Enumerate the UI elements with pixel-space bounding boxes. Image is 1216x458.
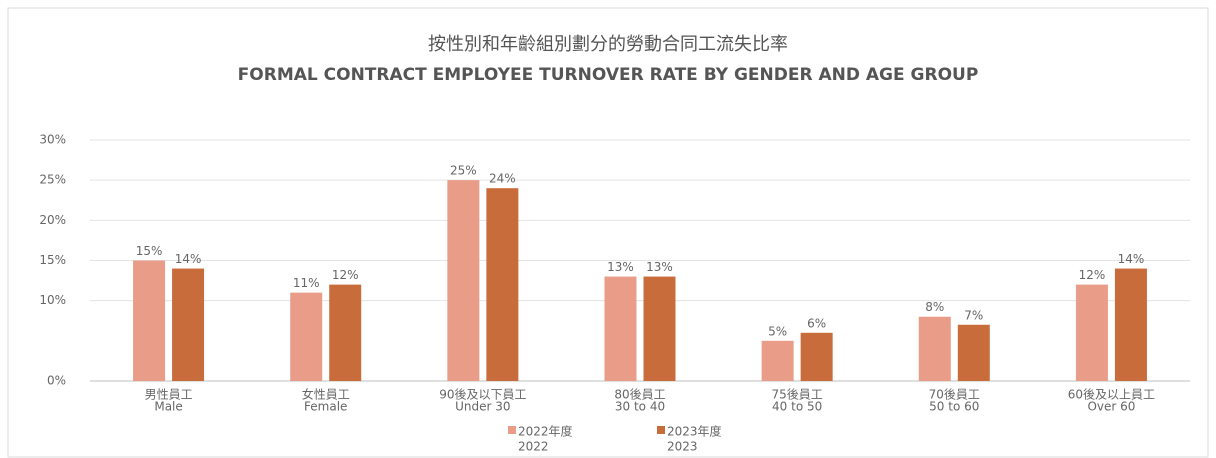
- value-label: 25%: [450, 164, 477, 178]
- bar: [447, 180, 480, 381]
- x-tick-label: 70後員工: [929, 388, 980, 402]
- x-tick-label: 男性員工: [145, 388, 193, 402]
- x-tick-label: 女性員工: [302, 387, 350, 402]
- legend-swatch: [657, 426, 665, 434]
- bar: [1075, 284, 1108, 381]
- legend-swatch: [508, 426, 516, 434]
- bar: [800, 332, 833, 381]
- bar: [329, 284, 362, 381]
- value-label: 8%: [925, 300, 944, 314]
- value-label: 14%: [1118, 252, 1145, 266]
- bar: [957, 324, 990, 381]
- x-tick-label: Over 60: [1087, 400, 1135, 414]
- x-tick-label: 30 to 40: [615, 400, 665, 414]
- x-tick-label: Female: [304, 400, 347, 414]
- value-label: 15%: [136, 244, 163, 258]
- y-tick-label: 0%: [47, 374, 66, 388]
- x-tick-label: 90後及以下員工: [439, 388, 526, 402]
- x-tick-label: 60後及以上員工: [1068, 388, 1155, 402]
- legend-label: 2022: [518, 440, 549, 454]
- bar: [486, 188, 519, 381]
- value-label: 12%: [1079, 268, 1106, 282]
- bar: [133, 260, 166, 381]
- x-tick-label: 75後員工: [772, 388, 823, 402]
- y-tick-label: 10%: [39, 293, 66, 307]
- value-label: 12%: [332, 268, 359, 282]
- bar: [761, 340, 794, 381]
- legend-label: 2023年度: [667, 424, 722, 439]
- x-tick-label: 80後員工: [614, 388, 665, 402]
- chart-frame: [7, 7, 1209, 458]
- bar: [172, 268, 205, 381]
- bar: [643, 276, 676, 381]
- value-label: 13%: [607, 260, 634, 274]
- legend-label: 2022年度: [518, 424, 573, 439]
- value-label: 24%: [489, 172, 516, 186]
- value-label: 13%: [646, 260, 673, 274]
- value-label: 6%: [807, 316, 826, 330]
- value-label: 11%: [293, 276, 320, 290]
- bar: [918, 316, 951, 381]
- chart-title: 按性別和年齡組別劃分的勞動合同工流失比率: [428, 34, 788, 55]
- y-tick-label: 30%: [39, 133, 66, 147]
- bar: [1114, 268, 1147, 381]
- value-label: 5%: [768, 324, 787, 338]
- x-tick-label: Under 30: [455, 400, 510, 414]
- y-tick-label: 20%: [39, 213, 66, 227]
- bar: [604, 276, 637, 381]
- x-tick-label: Male: [154, 400, 182, 414]
- y-tick-label: 15%: [39, 253, 66, 267]
- value-label: 14%: [175, 252, 202, 266]
- value-label: 7%: [964, 308, 983, 322]
- bar: [290, 292, 323, 381]
- y-tick-label: 25%: [39, 173, 66, 187]
- x-tick-label: 50 to 60: [929, 400, 979, 414]
- legend-label: 2023: [667, 440, 698, 454]
- x-tick-label: 40 to 50: [772, 400, 822, 414]
- chart-subtitle: FORMAL CONTRACT EMPLOYEE TURNOVER RATE B…: [238, 65, 979, 85]
